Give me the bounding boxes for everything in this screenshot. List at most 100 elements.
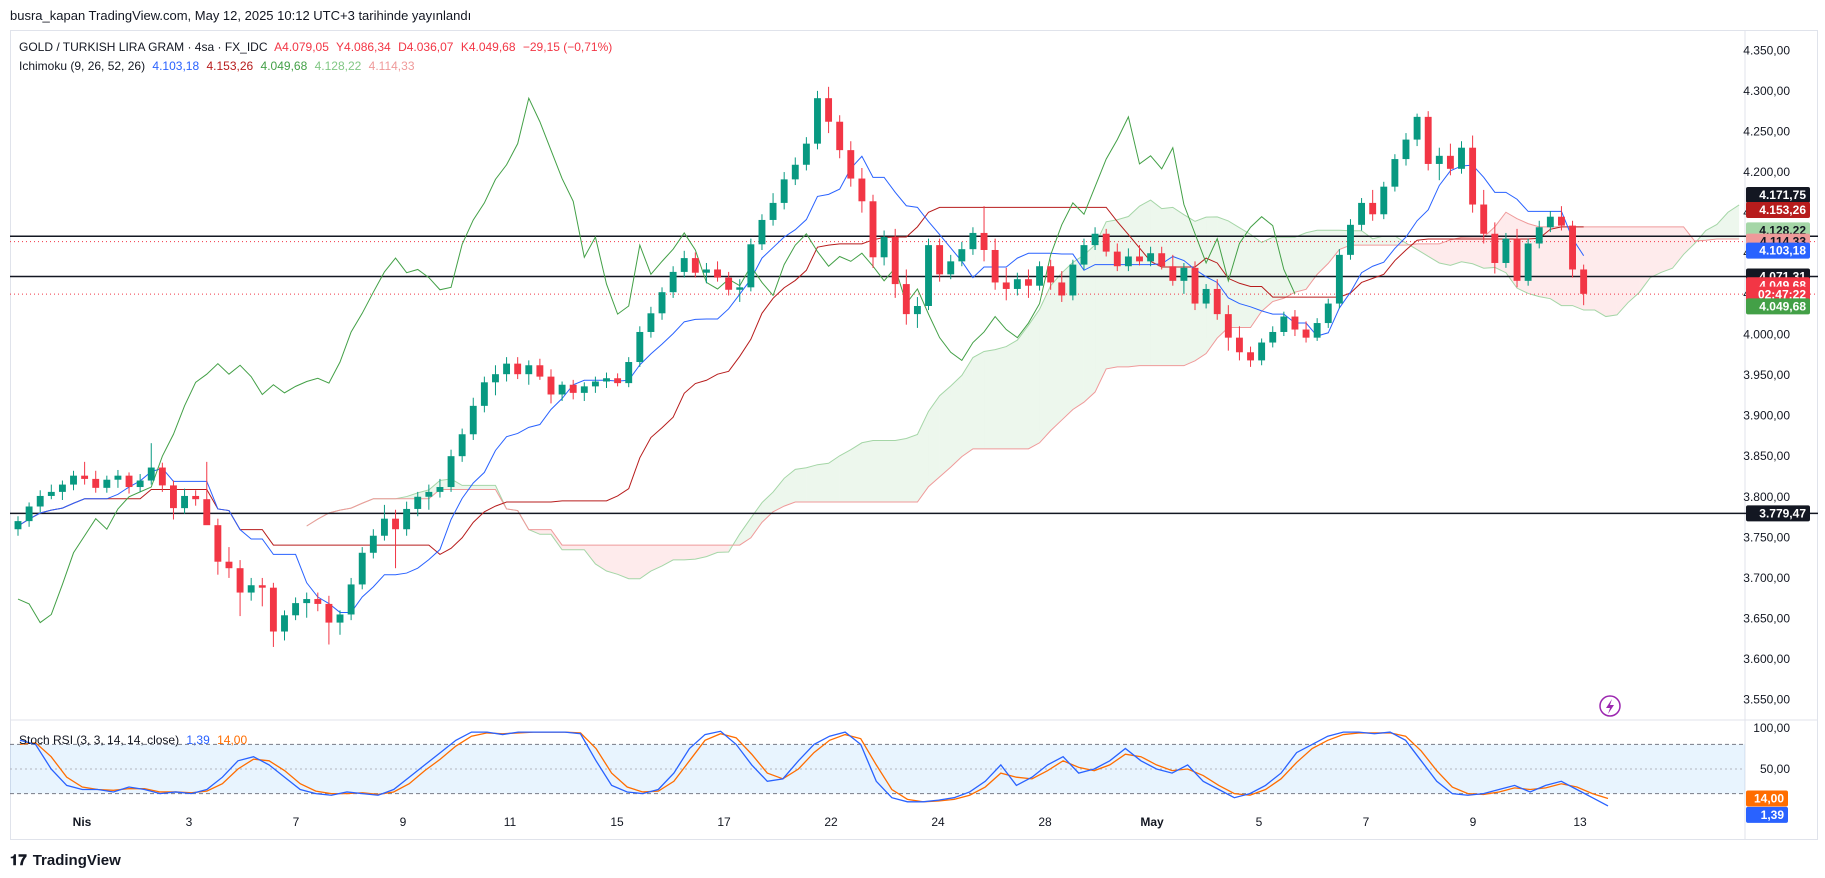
ichimoku-name[interactable]: Ichimoku (9, 26, 52, 26) (19, 59, 146, 73)
cloud-segment (1361, 230, 1373, 246)
stoch-tick-label: 50,00 (1760, 762, 1790, 776)
candle-body (1469, 147, 1477, 205)
time-tick-label: 13 (1573, 815, 1587, 829)
candle-body (614, 378, 622, 384)
candle-body (691, 258, 699, 273)
cloud-segment (584, 545, 596, 564)
time-tick-label: May (1140, 815, 1164, 829)
candle-body (1269, 331, 1277, 343)
cloud-segment (1294, 232, 1307, 293)
cloud-segment (995, 346, 1007, 449)
candle-body (558, 384, 566, 395)
base-value: 4.153,26 (206, 59, 254, 73)
candle-body (347, 584, 355, 615)
time-tick-label: 28 (1038, 815, 1052, 829)
cloud-segment (1605, 226, 1617, 317)
price-tick-label: 3.800,00 (1743, 490, 1790, 504)
candle-body (780, 179, 788, 203)
candle-body (480, 382, 488, 406)
candle-body (936, 245, 944, 275)
stoch-tag-label: 14,00 (1754, 792, 1784, 806)
cloud-segment (1428, 243, 1440, 263)
cloud-segment (1261, 237, 1273, 312)
cloud-segment (573, 545, 585, 550)
cloud-segment (484, 485, 496, 490)
candle-body (814, 98, 821, 144)
candle-body (625, 362, 633, 384)
cloud-segment (1028, 309, 1040, 449)
gridlines (10, 30, 1818, 840)
candle-body (1435, 155, 1443, 164)
time-tick-label: 15 (610, 815, 624, 829)
candle-body (1280, 316, 1288, 332)
ichimoku-legend[interactable]: Ichimoku (9, 26, 52, 26) 4.103,18 4.153,… (19, 59, 419, 73)
cloud-segment (1594, 226, 1606, 317)
candle-body (1513, 238, 1521, 281)
candle-body (1058, 282, 1066, 296)
cloud-segment (917, 411, 929, 503)
candle-body (736, 287, 744, 290)
price-tick-label: 3.850,00 (1743, 449, 1790, 463)
candle-body (825, 98, 833, 122)
cloud-segment (739, 518, 751, 546)
cloud-segment (617, 545, 629, 579)
cloud-segment (773, 478, 785, 512)
candle-body (325, 603, 333, 623)
candle-body (92, 478, 100, 488)
price-tick-label: 3.550,00 (1743, 693, 1790, 707)
time-tick-label: 11 (504, 815, 517, 829)
cloud-segment (473, 485, 485, 490)
candle-body (1036, 266, 1044, 286)
candle-body (1391, 159, 1399, 187)
tradingview-footer[interactable]: 𝟏𝟕 TradingView (10, 852, 121, 869)
candle-body (891, 237, 899, 285)
time-tick-label: 7 (293, 815, 300, 829)
lightning-icon[interactable] (1599, 695, 1621, 717)
symbol-label[interactable]: GOLD / TURKISH LIRA GRAM · 4sa · FX_IDC (19, 40, 268, 54)
candle-body (1002, 282, 1010, 289)
candle-body (203, 499, 211, 526)
cloud-segment (972, 351, 985, 449)
candle-body (403, 508, 411, 530)
price-tick-label: 4.300,00 (1743, 84, 1790, 98)
candle-body (58, 484, 66, 492)
cloud-segment (639, 545, 651, 579)
candle-body (1136, 256, 1143, 262)
cloud-segment (1183, 214, 1196, 366)
main-legend[interactable]: GOLD / TURKISH LIRA GRAM · 4sa · FX_IDC … (19, 40, 616, 54)
stoch-name[interactable]: Stoch RSI (3, 3, 14, 14, close) (19, 733, 180, 747)
candle-body (947, 261, 955, 275)
candle-body (458, 434, 466, 457)
ichimoku-lines (17, 96, 1585, 624)
cloud-segment (1628, 226, 1640, 303)
cloud-segment (650, 545, 663, 572)
candle-body (1480, 204, 1488, 234)
candle-body (869, 201, 877, 258)
lead2-value: 4.114,33 (368, 59, 415, 73)
lagging-value: 4.049,68 (260, 59, 308, 73)
candle-body (392, 518, 399, 530)
candle-body (747, 244, 755, 288)
stoch-k-line (19, 730, 1609, 807)
price-tag (1746, 186, 1810, 203)
candle-body (225, 561, 233, 569)
candle-body (1546, 216, 1554, 228)
cloud-segment (984, 349, 996, 449)
lagging-span-line (17, 96, 1296, 624)
cloud-segment (1283, 237, 1295, 299)
price-tag (1746, 505, 1810, 522)
candle-body (1213, 288, 1221, 315)
cloud-segment (1539, 226, 1551, 299)
candle-body (1025, 279, 1032, 286)
price-axis: 4.350,004.300,004.250,004.200,004.150,00… (1743, 43, 1790, 706)
candle-body (580, 386, 588, 393)
time-tick-label: 22 (824, 815, 838, 829)
stoch-legend[interactable]: Stoch RSI (3, 3, 14, 14, close) 1,39 14,… (19, 733, 251, 747)
cloud-segment (1550, 226, 1562, 306)
candle-body (1113, 251, 1121, 267)
cloud-segment (1328, 230, 1340, 264)
leading-span-b-line (306, 211, 1740, 546)
candle-body (658, 292, 666, 314)
candle-body (125, 475, 133, 488)
